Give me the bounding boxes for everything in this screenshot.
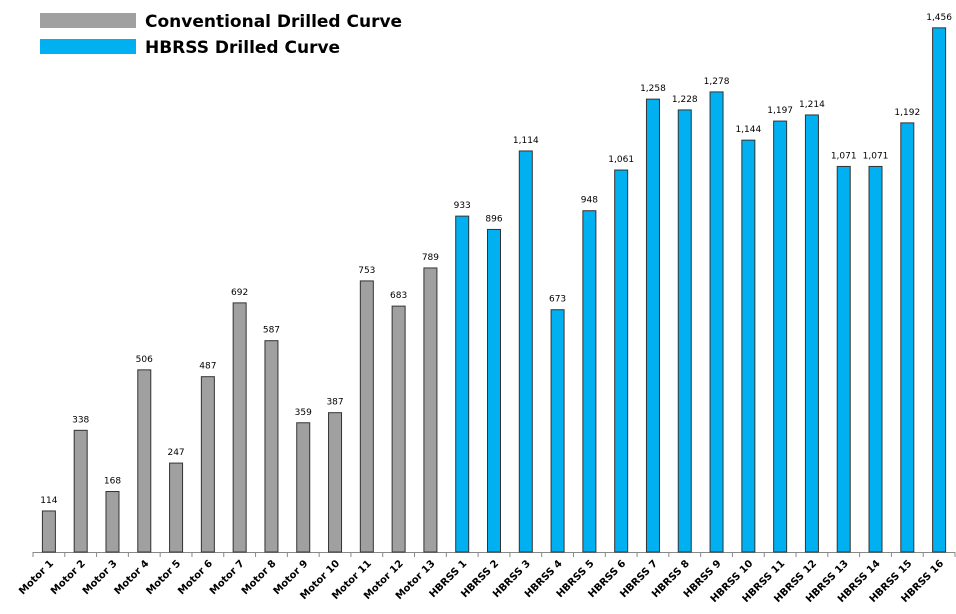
bar (550, 309, 565, 553)
data-label: 896 (485, 214, 502, 224)
bar (836, 165, 851, 553)
bar (296, 422, 311, 553)
bar (73, 429, 88, 553)
data-label: 587 (263, 326, 280, 336)
bar (804, 114, 819, 553)
data-label: 1,061 (608, 155, 634, 165)
data-label: 1,114 (513, 136, 539, 146)
data-label: 114 (40, 496, 57, 506)
bar (359, 280, 374, 553)
bar (741, 139, 756, 553)
data-label: 1,228 (672, 95, 698, 105)
data-label: 359 (295, 408, 312, 418)
data-label: 168 (104, 477, 121, 487)
bar (645, 98, 660, 553)
data-label: 1,197 (767, 106, 793, 116)
legend-label: HBRSS Drilled Curve (145, 38, 340, 58)
bar (518, 150, 533, 553)
data-label: 1,258 (640, 84, 666, 94)
bar (900, 122, 915, 553)
data-label: 1,456 (926, 13, 952, 23)
data-label: 247 (167, 448, 184, 458)
data-label: 753 (358, 266, 375, 276)
data-label: 1,278 (704, 77, 730, 87)
data-label: 506 (136, 355, 153, 365)
bar (328, 412, 343, 553)
bar (455, 215, 470, 553)
bar (487, 228, 501, 553)
bar (137, 369, 152, 553)
data-label: 789 (422, 253, 439, 263)
data-label: 1,071 (863, 151, 889, 161)
bar (868, 165, 883, 553)
legend-swatch (40, 39, 136, 54)
data-label: 683 (390, 291, 407, 301)
legend-label: Conventional Drilled Curve (145, 12, 402, 32)
data-label: 1,214 (799, 100, 825, 110)
data-label: 1,144 (735, 125, 761, 135)
bar (41, 510, 56, 553)
bar (423, 267, 438, 553)
data-label: 948 (581, 196, 598, 206)
bar (677, 109, 692, 553)
bar (614, 169, 629, 553)
data-label: 692 (231, 288, 248, 298)
data-label: 487 (199, 362, 216, 372)
bar (169, 462, 184, 553)
bar (773, 120, 788, 553)
bar (232, 302, 247, 553)
data-label: 673 (549, 295, 566, 305)
data-label: 1,192 (894, 108, 920, 118)
data-label: 1,071 (831, 151, 857, 161)
data-label: 338 (72, 415, 89, 425)
bar (582, 210, 597, 553)
legend-swatch (40, 13, 136, 28)
data-label: 387 (326, 398, 343, 408)
bar (709, 91, 724, 553)
bar (200, 376, 215, 553)
bar (264, 340, 279, 553)
bar (932, 27, 947, 553)
data-label: 933 (454, 201, 471, 211)
bar (105, 491, 120, 553)
bar (391, 305, 406, 553)
